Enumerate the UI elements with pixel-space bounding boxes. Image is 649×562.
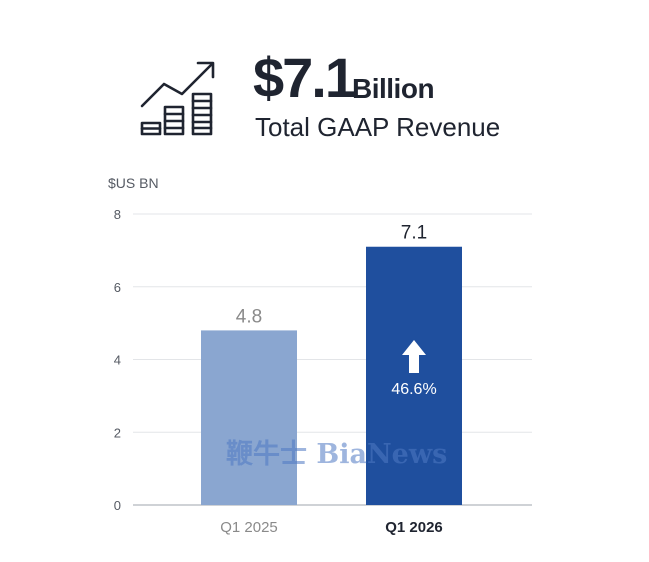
growth-annotation: 46.6% bbox=[391, 381, 436, 398]
up-arrow-icon bbox=[402, 340, 426, 373]
data-label: 7.1 bbox=[401, 223, 427, 244]
y-tick-label: 2 bbox=[114, 425, 121, 440]
unit-label: $US BN bbox=[108, 175, 159, 191]
y-tick-label: 4 bbox=[114, 353, 121, 368]
bar bbox=[366, 246, 462, 506]
watermark: 鞭牛士 BiaNews bbox=[226, 439, 448, 470]
bar bbox=[201, 330, 297, 505]
headline-value: $7.1 bbox=[253, 46, 356, 109]
headline-unit: Billion bbox=[352, 73, 435, 104]
category-label: Q1 2025 bbox=[220, 519, 278, 536]
revenue-bar-chart: $US BN 0 2 4 6 8 4.8 Q1 2025 7.1 Q1 2026 46.6% bbox=[108, 175, 532, 536]
y-tick-label: 6 bbox=[114, 280, 121, 295]
category-label: Q1 2026 bbox=[385, 519, 443, 536]
y-tick-label: 0 bbox=[114, 498, 121, 513]
growth-chart-icon bbox=[140, 61, 215, 136]
data-label: 4.8 bbox=[236, 306, 262, 327]
y-tick-label: 8 bbox=[114, 207, 121, 222]
headline-subtitle: Total GAAP Revenue bbox=[255, 112, 501, 142]
headline-section: $7.1 Billion Total GAAP Revenue bbox=[0, 0, 649, 160]
